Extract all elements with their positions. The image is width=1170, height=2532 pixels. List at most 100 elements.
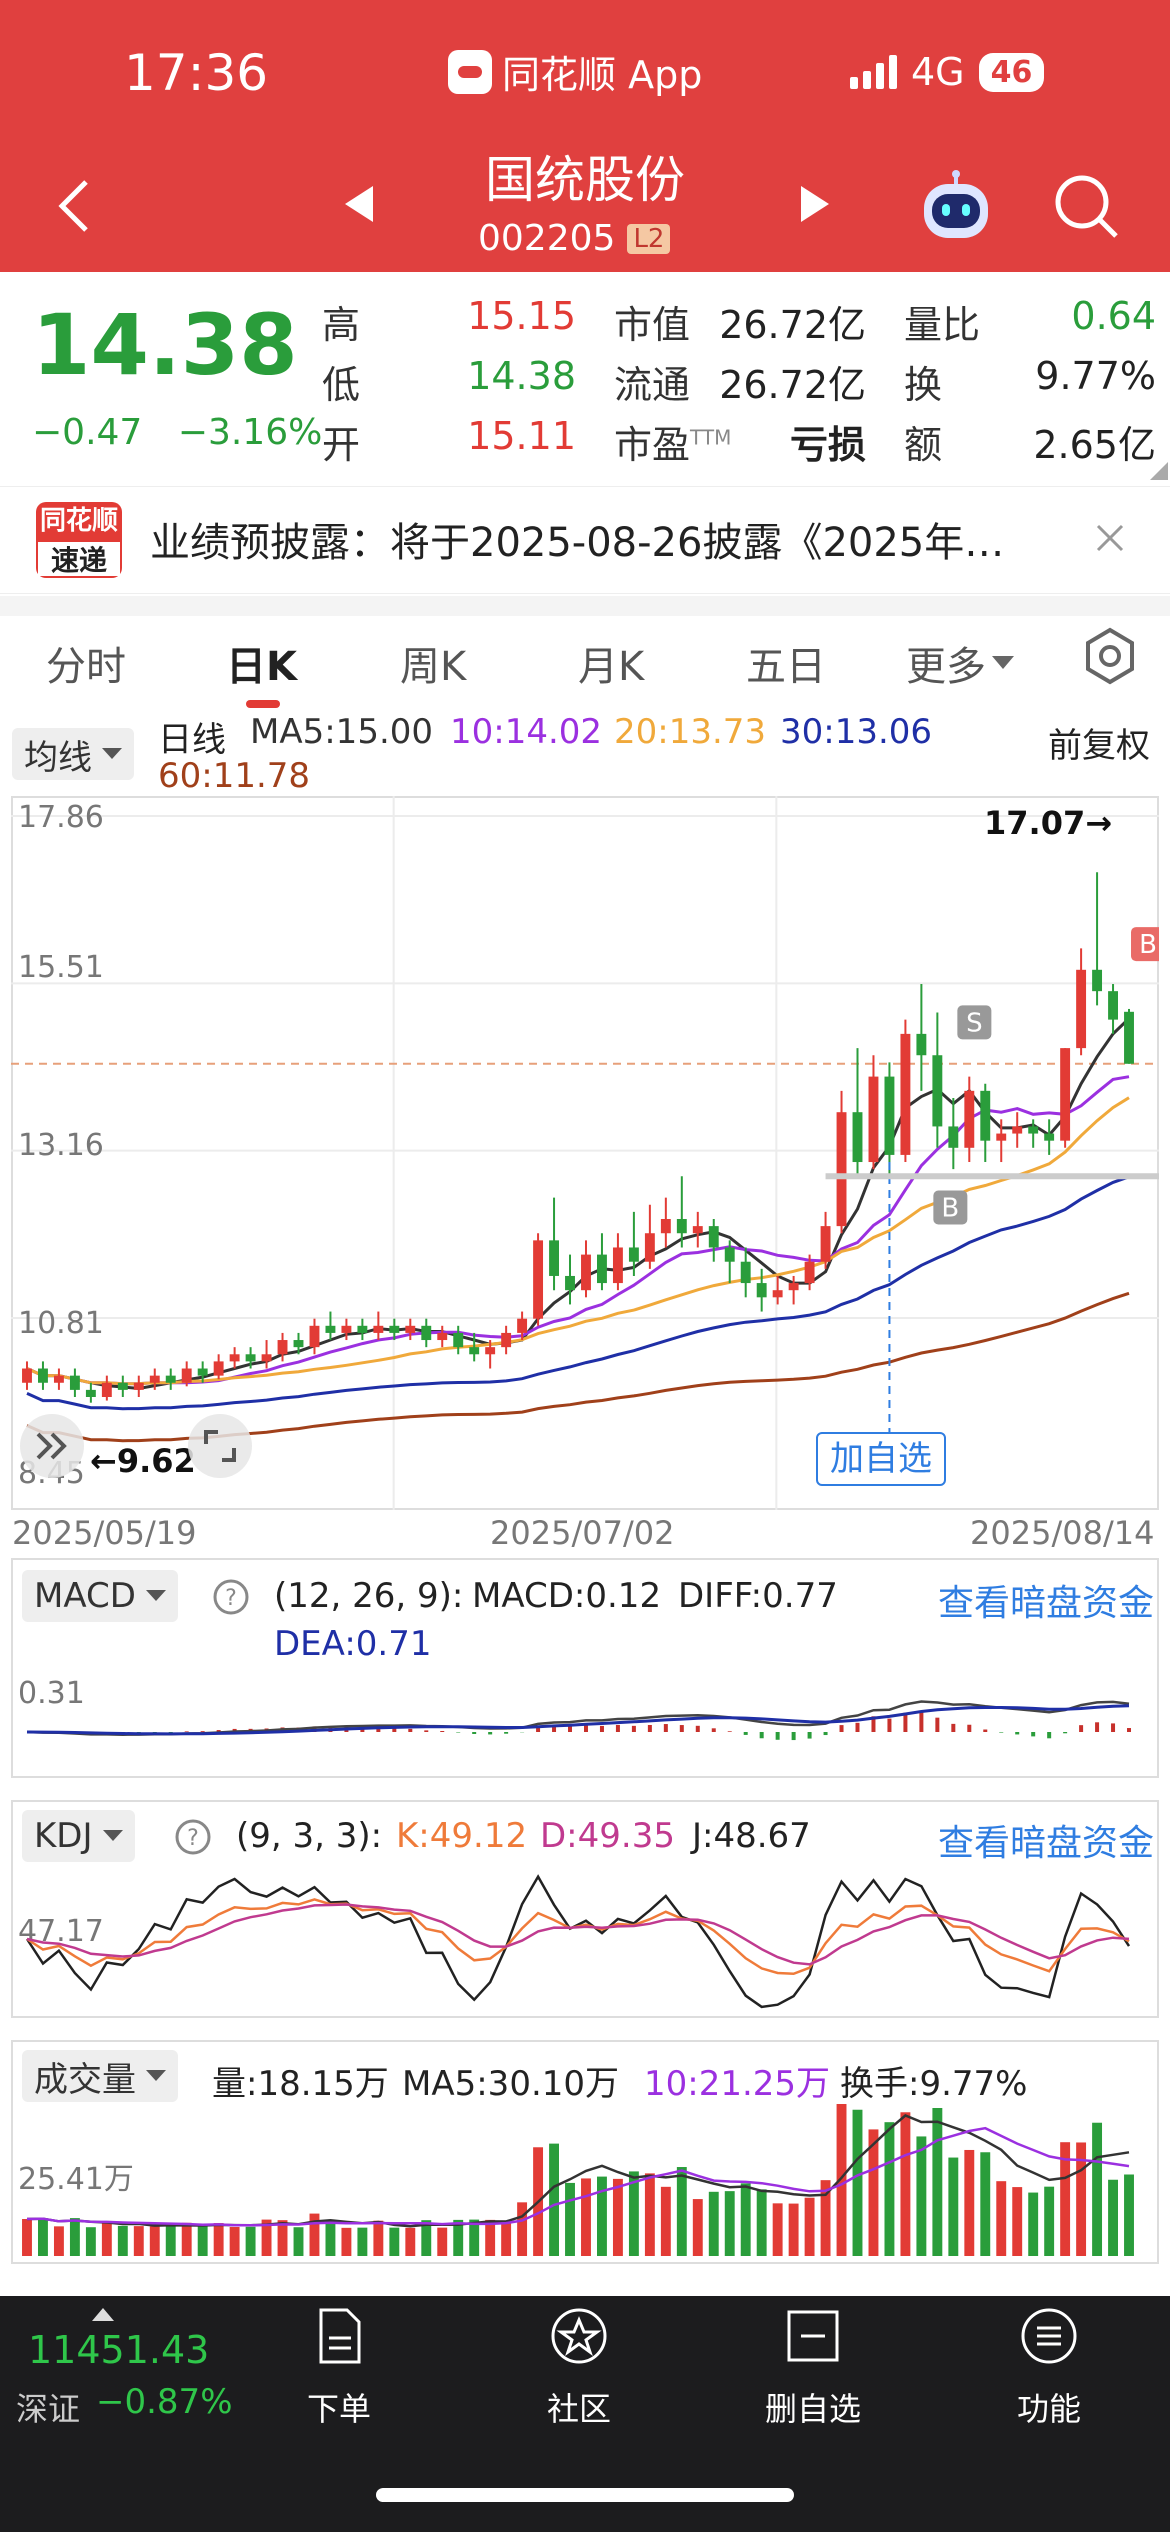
candle-body <box>197 1368 208 1376</box>
tab-monthly-k[interactable]: 月K <box>578 644 645 690</box>
tab-daily-k[interactable]: 日K <box>226 644 297 690</box>
add-watchlist-button[interactable]: 加自选 <box>816 1432 946 1486</box>
remove-watchlist-icon <box>787 2310 839 2362</box>
candle-body <box>69 1375 80 1390</box>
d-value: D:49.35 <box>540 1816 675 1856</box>
ma60-value: 60:11.78 <box>158 756 311 796</box>
candle-body <box>389 1325 400 1333</box>
dea-line <box>26 1704 1130 1736</box>
j-value: J:48.67 <box>692 1816 811 1856</box>
macd-selector[interactable]: MACD <box>22 1570 178 1622</box>
chevron-down-icon <box>992 656 1014 669</box>
j-line <box>25 1874 1131 2009</box>
volume-bar <box>692 2199 703 2256</box>
home-indicator[interactable] <box>376 2488 794 2502</box>
candle-body <box>229 1354 240 1362</box>
volume-bar <box>1108 2179 1118 2256</box>
index-value[interactable]: 11451.43 <box>28 2328 210 2372</box>
dark-pool-link[interactable]: 查看暗盘资金 <box>938 1583 1155 1624</box>
expand-corner-icon[interactable] <box>1150 462 1168 480</box>
tab-intraday[interactable]: 分时 <box>46 644 126 690</box>
candle-body <box>261 1354 272 1362</box>
candle-body <box>501 1332 512 1348</box>
help-icon[interactable]: ? <box>212 1578 250 1616</box>
buy-marker-text: B <box>941 1194 959 1224</box>
nav-remove-watchlist[interactable]: 删自选 <box>728 2306 898 2430</box>
volume-bar <box>421 2220 432 2256</box>
prev-stock-icon[interactable] <box>340 182 380 226</box>
volume-bar <box>1044 2186 1055 2256</box>
value-pe: 亏损 <box>789 423 866 467</box>
volume-bar <box>293 2227 304 2256</box>
indicator-selector[interactable]: 均线 <box>12 728 134 780</box>
svg-text:?: ? <box>187 1826 199 1851</box>
dark-pool-link[interactable]: 查看暗盘资金 <box>938 1823 1155 1864</box>
volume-bar <box>565 2182 575 2256</box>
kdj-selector[interactable]: KDJ <box>22 1810 135 1862</box>
label-market-cap: 市值 <box>614 303 691 347</box>
index-name: 深证 <box>16 2390 81 2428</box>
banner-text[interactable]: 业绩预披露：将于2025-08-26披露《2025年… <box>150 520 1005 566</box>
expand-left-icon[interactable] <box>20 1414 84 1478</box>
settings-icon[interactable] <box>1082 626 1138 686</box>
volume-bar <box>517 2202 528 2256</box>
candle-body <box>676 1218 687 1234</box>
tab-more[interactable]: 更多 <box>906 634 1014 692</box>
candle-body <box>1060 1048 1071 1141</box>
volume-bar <box>373 2220 384 2256</box>
status-app-name: 同花顺 App <box>502 53 703 97</box>
volume-bar <box>1060 2142 1071 2256</box>
ma20-line <box>26 1096 1130 1386</box>
app-logo-icon <box>448 49 492 94</box>
candle-body <box>932 1055 943 1127</box>
status-app-indicator[interactable]: 同花顺 App <box>448 44 702 99</box>
volume-bar <box>549 2143 559 2256</box>
kdj-chart[interactable] <box>11 1862 1159 2018</box>
volume-bar <box>932 2107 943 2256</box>
close-icon[interactable] <box>1090 512 1130 562</box>
candle-body <box>852 1112 863 1163</box>
nav-functions[interactable]: 功能 <box>964 2306 1134 2430</box>
candle-body <box>22 1368 32 1383</box>
robot-assistant-icon[interactable] <box>918 170 994 246</box>
volume-selector[interactable]: 成交量 <box>22 2050 178 2102</box>
volume-bar <box>117 2225 128 2256</box>
flash-news-icon-top: 同花顺 <box>36 502 122 540</box>
volume-chart[interactable] <box>11 2100 1159 2264</box>
k-line <box>26 1898 1130 1976</box>
tab-five-day[interactable]: 五日 <box>746 644 826 690</box>
nav-order[interactable]: 下单 <box>254 2306 424 2430</box>
candle-body <box>1124 1011 1134 1064</box>
news-banner[interactable] <box>0 486 1170 594</box>
volume-bar <box>22 2219 32 2256</box>
macd-chart[interactable] <box>11 1640 1159 1778</box>
volume-ma10-line <box>26 2126 1130 2227</box>
volume-bar <box>277 2220 288 2256</box>
sell-marker-box <box>957 1005 992 1040</box>
kline-chart[interactable]: S B B <box>11 796 1159 1510</box>
y-label-2: 15.51 <box>18 950 104 985</box>
index-change: −0.87% <box>96 2382 233 2422</box>
search-icon[interactable] <box>1052 172 1122 242</box>
adjust-mode[interactable]: 前复权 <box>1048 726 1150 766</box>
help-icon[interactable]: ? <box>174 1818 212 1856</box>
svg-text:?: ? <box>225 1586 237 1611</box>
low-price-note: ←9.62 <box>90 1442 196 1480</box>
battery-icon: 46 <box>978 52 1045 92</box>
volume-bar <box>676 2167 687 2256</box>
value-float-cap: 26.72亿 <box>719 363 866 407</box>
back-icon[interactable] <box>44 176 104 236</box>
nav-community[interactable]: 社区 <box>494 2306 664 2430</box>
fullscreen-icon[interactable] <box>188 1414 252 1478</box>
candle-body <box>948 1126 959 1148</box>
volume-bar <box>724 2191 735 2256</box>
volume-bar <box>1076 2142 1087 2256</box>
flash-news-icon-bottom: 速递 <box>36 540 122 578</box>
volume-bar <box>309 2213 320 2256</box>
next-stock-icon[interactable] <box>794 182 834 226</box>
volume-bar <box>804 2197 815 2256</box>
y-label-3: 13.16 <box>18 1128 104 1163</box>
value-turnover: 9.77% <box>1035 354 1156 398</box>
tab-weekly-k[interactable]: 周K <box>400 644 467 690</box>
kline-chart-frame <box>11 796 1159 1510</box>
